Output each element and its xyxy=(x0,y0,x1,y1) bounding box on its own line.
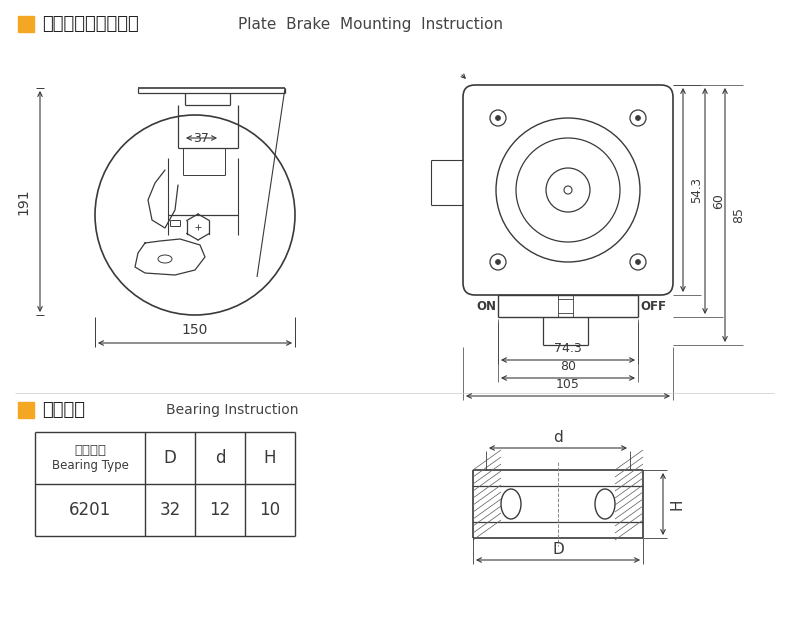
Text: 54.3: 54.3 xyxy=(690,177,704,203)
Text: 32: 32 xyxy=(159,501,181,519)
Circle shape xyxy=(495,260,500,265)
Text: 6201: 6201 xyxy=(69,501,111,519)
Text: 10: 10 xyxy=(260,501,281,519)
Text: 12: 12 xyxy=(209,501,230,519)
Text: D: D xyxy=(163,449,177,467)
Text: Bearing Type: Bearing Type xyxy=(51,459,129,472)
Text: 80: 80 xyxy=(560,360,576,372)
Circle shape xyxy=(495,115,500,120)
Text: H: H xyxy=(264,449,276,467)
Text: 85: 85 xyxy=(732,207,746,223)
Text: 平顶刹车安装尺寸图: 平顶刹车安装尺寸图 xyxy=(42,15,139,33)
Text: D: D xyxy=(552,542,564,556)
Text: 150: 150 xyxy=(181,323,208,337)
Circle shape xyxy=(635,115,641,120)
Text: 191: 191 xyxy=(16,188,30,215)
Text: 74.3: 74.3 xyxy=(554,341,581,355)
Circle shape xyxy=(635,260,641,265)
Text: Plate  Brake  Mounting  Instruction: Plate Brake Mounting Instruction xyxy=(238,16,503,32)
Text: 37: 37 xyxy=(193,132,209,144)
Bar xyxy=(18,16,34,32)
Text: OFF: OFF xyxy=(640,299,666,312)
Text: 轴承说明: 轴承说明 xyxy=(42,401,85,419)
Text: H: H xyxy=(670,498,685,510)
Text: ON: ON xyxy=(476,299,496,312)
Bar xyxy=(18,402,34,418)
Text: 轴承型号: 轴承型号 xyxy=(74,444,106,457)
Text: d: d xyxy=(215,449,225,467)
Text: 105: 105 xyxy=(556,377,580,391)
Text: d: d xyxy=(553,430,563,445)
Text: 60: 60 xyxy=(712,193,726,209)
Text: Bearing Instruction: Bearing Instruction xyxy=(166,403,298,417)
